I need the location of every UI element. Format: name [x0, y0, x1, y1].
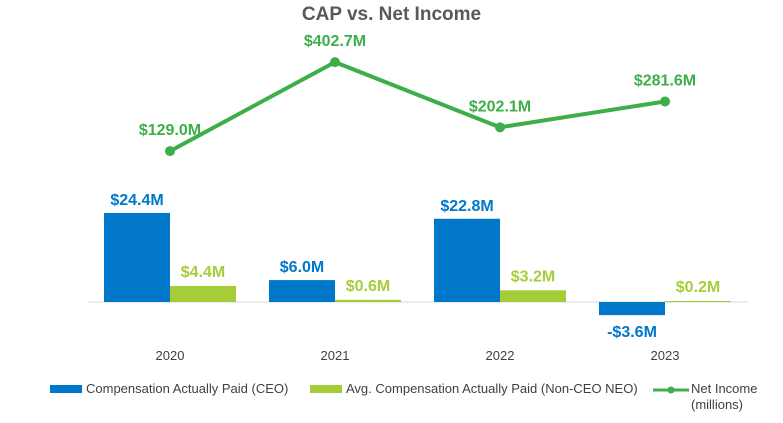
net-income-line: [169, 60, 666, 153]
net-income-point: [495, 122, 505, 133]
bar-ceo: [269, 280, 335, 302]
data-label-ceo: $6.0M: [280, 259, 324, 276]
x-tick-label: 2022: [486, 348, 515, 363]
x-tick-label: 2023: [651, 348, 680, 363]
data-label-neo: $0.2M: [676, 279, 720, 296]
data-label-ceo: -$3.6M: [607, 324, 657, 341]
net-income-point: [165, 146, 175, 157]
net-income-point: [330, 57, 340, 68]
legend-label-neo: Avg. Compensation Actually Paid (Non-CEO…: [346, 381, 638, 396]
legend-label-net-income-unit: (millions): [691, 397, 743, 412]
data-label-ceo: $24.4M: [110, 192, 163, 209]
data-label-neo: $4.4M: [181, 264, 225, 281]
x-tick-label: 2021: [321, 348, 350, 363]
legend-swatch-neo: [310, 385, 342, 393]
bar-ceo: [599, 302, 665, 316]
legend-label-ceo: Compensation Actually Paid (CEO): [86, 381, 289, 396]
net-income-point: [660, 96, 670, 107]
data-label-net-income: $129.0M: [139, 122, 201, 139]
data-label-neo: $3.2M: [511, 268, 555, 285]
data-label-ceo: $22.8M: [440, 198, 493, 215]
bar-neo: [170, 285, 236, 302]
bar-ceo: [104, 212, 170, 302]
bar-ceo: [434, 218, 500, 302]
data-label-net-income: $202.1M: [469, 98, 531, 115]
bar-neo: [500, 290, 566, 302]
data-label-net-income: $281.6M: [634, 72, 696, 89]
legend-swatch-ceo: [50, 385, 82, 393]
data-label-net-income: $402.7M: [304, 33, 366, 50]
legend-item-ceo: Compensation Actually Paid (CEO): [50, 381, 288, 396]
bar-neo: [335, 299, 401, 302]
legend-line-marker-icon: [653, 386, 689, 394]
bar-neo: [665, 301, 731, 302]
legend-item-neo: Avg. Compensation Actually Paid (Non-CEO…: [310, 381, 638, 396]
legend-item-net-income: Net Income (millions): [653, 381, 757, 413]
x-tick-label: 2020: [156, 348, 185, 363]
chart-title: CAP vs. Net Income: [301, 4, 482, 25]
data-label-neo: $0.6M: [346, 278, 390, 295]
legend-label-net-income: Net Income: [691, 381, 758, 396]
